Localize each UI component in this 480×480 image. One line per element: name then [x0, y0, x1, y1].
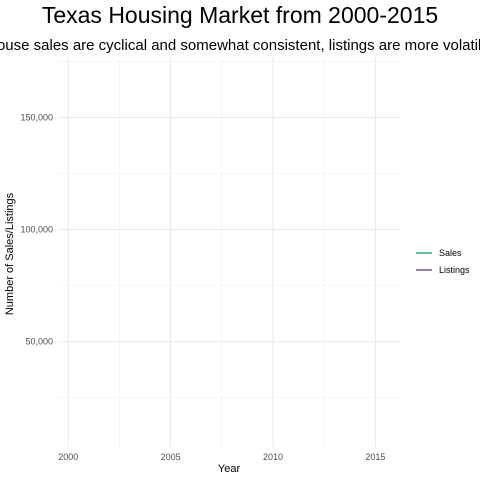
x-axis-title: Year — [218, 463, 241, 475]
legend-label-listings: Listings — [439, 265, 470, 275]
y-tick-label: 150,000 — [20, 113, 53, 123]
y-tick-label: 50,000 — [25, 337, 53, 347]
y-tick-label: 100,000 — [20, 225, 53, 235]
y-axis-title: Number of Sales/Listings — [4, 192, 16, 315]
chart-subtitle: House sales are cyclical and somewhat co… — [0, 37, 480, 54]
x-tick-label: 2005 — [161, 452, 181, 462]
x-tick-label: 2015 — [365, 452, 385, 462]
grid — [58, 57, 400, 447]
legend-label-sales: Sales — [439, 248, 462, 258]
legend: Sales Listings — [416, 248, 470, 275]
y-axis: 50,000 100,000 150,000 — [20, 113, 53, 347]
x-axis: 2000 2005 2010 2015 — [58, 452, 385, 462]
chart-title: Texas Housing Market from 2000-2015 — [41, 2, 439, 28]
x-tick-label: 2000 — [58, 452, 78, 462]
x-tick-label: 2010 — [263, 452, 283, 462]
